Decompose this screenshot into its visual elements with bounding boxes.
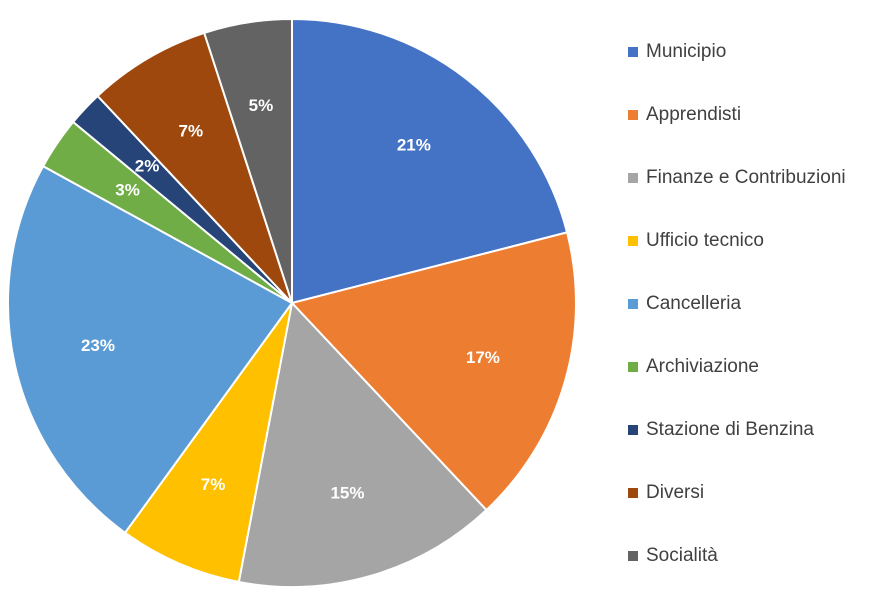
pie-slice [123,302,293,584]
data-label: 15% [330,483,364,502]
legend-swatch [628,299,638,309]
legend-swatch [628,362,638,372]
legend-label: Diversi [646,482,704,503]
legend-swatch [628,173,638,183]
legend-label: Socialità [646,545,718,566]
legend-label: Finanze e Contribuzioni [646,167,846,188]
legend-swatch [628,47,638,57]
pie-slice [202,17,293,304]
data-label: 23% [81,336,115,355]
legend-swatch [628,110,638,120]
pie-slice [96,31,293,304]
pie-slice [7,164,294,535]
legend-label: Cancelleria [646,293,741,314]
legend-swatch [628,488,638,498]
pie-slice [290,231,577,512]
legend-label: Apprendisti [646,104,741,125]
legend-label: Archiviazione [646,356,759,377]
legend-label: Municipio [646,41,726,62]
data-label: 5% [249,96,274,115]
data-label: 2% [135,156,160,175]
data-label: 17% [466,348,500,367]
data-label: 7% [201,475,226,494]
legend-label: Stazione di Benzina [646,419,814,440]
legend-swatch [628,551,638,561]
data-label: 3% [115,181,140,200]
legend-swatch [628,236,638,246]
legend-label: Ufficio tecnico [646,230,764,251]
pie-slice [291,17,569,305]
data-label: 21% [397,135,431,154]
data-label: 7% [179,121,204,140]
legend-swatch [628,425,638,435]
pie-slice [237,300,488,588]
